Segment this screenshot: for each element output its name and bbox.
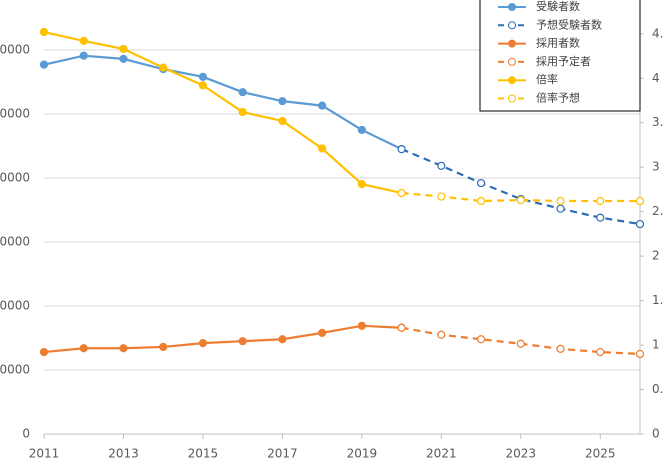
point: [635, 349, 645, 359]
point: [357, 321, 366, 330]
series-line: [43, 324, 402, 354]
point: [198, 81, 208, 90]
point: [476, 178, 486, 188]
point: [159, 63, 168, 72]
point: [159, 342, 168, 352]
point: [119, 344, 128, 353]
point: [198, 72, 208, 81]
point: [437, 161, 446, 170]
point: [278, 116, 287, 126]
point: [635, 219, 645, 229]
y2-tick-label: 1.: [652, 293, 663, 307]
legend-label: 採用者数: [536, 36, 580, 50]
legend-box: [479, 0, 641, 112]
point: [397, 323, 406, 332]
point: [357, 179, 366, 189]
x-tick-label: 2011: [29, 447, 60, 461]
x-tick-label: 2021: [426, 447, 457, 461]
legend-marker: [508, 94, 516, 103]
point: [635, 196, 645, 206]
y2-tick-label: 4: [652, 71, 660, 85]
x-tick-label: 2013: [108, 447, 139, 461]
x-tick-label: 2025: [585, 447, 616, 461]
point: [556, 344, 565, 353]
point: [39, 347, 49, 357]
legend-marker: [508, 57, 516, 66]
point: [556, 204, 565, 213]
point: [39, 60, 49, 69]
point: [79, 36, 88, 46]
point: [318, 328, 327, 337]
point: [476, 196, 486, 206]
point: [596, 213, 605, 222]
y2-tick-label: 3.: [652, 115, 663, 129]
point: [437, 192, 446, 201]
y-tick-label: 0: [22, 427, 30, 441]
series-line: [43, 54, 403, 151]
point: [516, 196, 525, 205]
point: [516, 339, 525, 348]
point: [556, 196, 565, 206]
y2-tick-label: 2: [652, 249, 660, 263]
y2-tick-label: 0: [652, 427, 660, 441]
y2-tick-label: 0.: [652, 382, 663, 396]
x-tick-label: 2019: [347, 447, 378, 461]
point: [238, 88, 247, 97]
legend-label: 受験者数: [536, 0, 580, 13]
point: [318, 144, 327, 153]
y2-tick-label: 3: [652, 160, 660, 174]
point: [596, 347, 605, 357]
point: [79, 51, 88, 60]
legend-marker: [508, 3, 516, 11]
series-line: [401, 148, 641, 226]
legend-marker: [508, 76, 516, 85]
point: [278, 97, 287, 106]
legend-marker: [508, 21, 516, 30]
legend-label: 予想受験者数: [536, 17, 602, 31]
point: [397, 145, 406, 154]
legend-label: 倍率予想: [536, 91, 580, 105]
point: [238, 337, 247, 346]
legend-label: 採用予定者: [536, 54, 591, 68]
series-line: [43, 30, 402, 195]
point: [238, 107, 247, 117]
point: [39, 27, 49, 37]
x-tick-label: 2023: [506, 447, 537, 461]
point: [596, 196, 605, 206]
y2-tick-label: 4.: [652, 26, 663, 40]
point: [397, 188, 406, 198]
point: [119, 54, 128, 63]
point: [119, 44, 128, 54]
plot: [39, 27, 645, 359]
point: [198, 339, 208, 348]
point: [318, 101, 327, 110]
point: [79, 344, 88, 353]
y2-tick-label: 1: [652, 338, 660, 352]
x-tick-label: 2015: [188, 447, 219, 461]
y2-tick-label: 2.: [652, 204, 663, 218]
point: [278, 335, 287, 344]
legend-label: 倍率: [536, 72, 558, 86]
legend-marker: [508, 39, 516, 48]
point: [476, 335, 486, 344]
point: [437, 330, 446, 339]
point: [357, 125, 366, 135]
x-tick-label: 2017: [267, 447, 298, 461]
